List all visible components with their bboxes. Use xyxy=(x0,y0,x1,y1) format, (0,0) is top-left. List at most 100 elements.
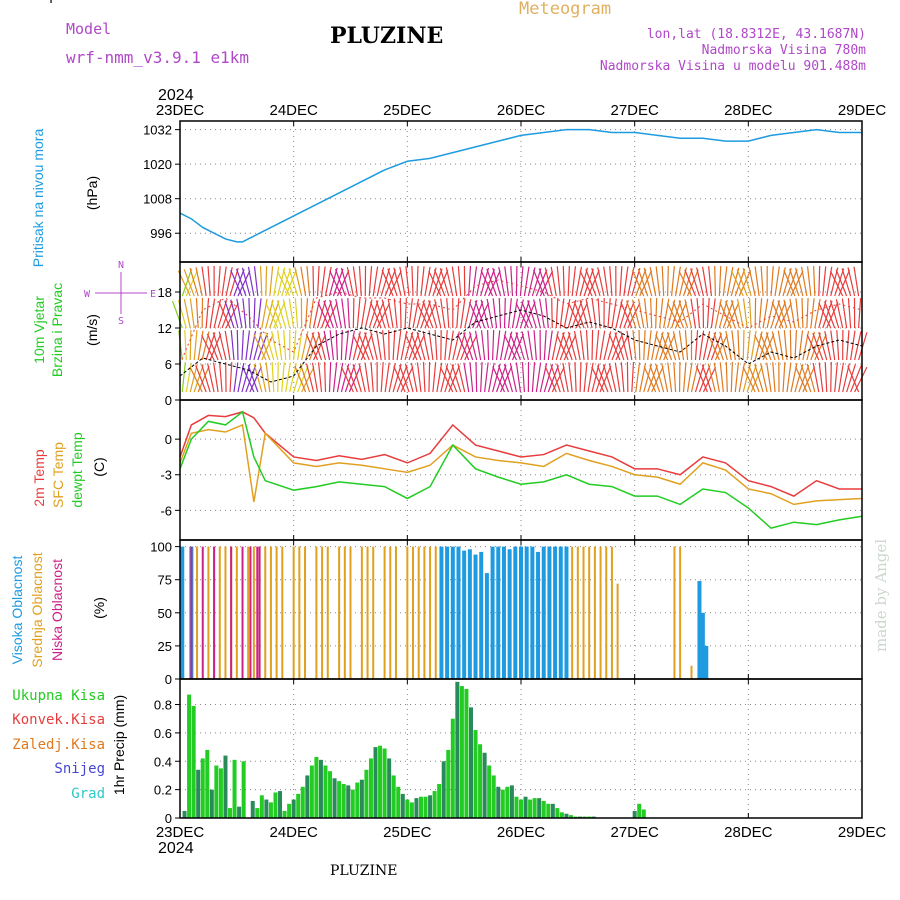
y-tick-label: 0.6 xyxy=(154,726,172,741)
wind-barb xyxy=(626,300,637,329)
wind-barb xyxy=(838,362,844,393)
wind-barb xyxy=(384,362,390,393)
wind-barb xyxy=(428,299,438,329)
wind-barb xyxy=(853,266,860,297)
wind-barb xyxy=(399,364,410,393)
wind-barb xyxy=(583,362,588,393)
precip-bar xyxy=(282,810,287,818)
wind-barb xyxy=(487,330,490,361)
wind-barb xyxy=(655,298,658,329)
temp-label-sfc-rot: SFC Temp xyxy=(50,442,66,508)
cloud-bar xyxy=(304,546,307,679)
precip-bar xyxy=(287,803,292,818)
precip-bar xyxy=(191,705,196,818)
wind-barb xyxy=(492,267,502,297)
wind-barb xyxy=(519,266,524,297)
wind-barb xyxy=(746,330,751,361)
wind-barb xyxy=(428,362,431,393)
wind-barb xyxy=(217,300,228,329)
cloud-bar xyxy=(462,550,467,679)
wind-barb xyxy=(486,268,498,297)
y-tick-label: 12 xyxy=(158,321,172,336)
wind-barb xyxy=(230,269,243,297)
wind-barb xyxy=(800,364,812,393)
wind-barb xyxy=(519,300,530,329)
wind-barb xyxy=(352,331,361,361)
wind-barb xyxy=(545,298,549,329)
x-tick-label-bottom: 29DEC xyxy=(838,824,887,841)
wind-barb xyxy=(381,269,394,297)
cloud-bar xyxy=(196,546,199,679)
x-tick-label-bottom: 28DEC xyxy=(724,824,773,841)
precip-bar xyxy=(532,798,537,818)
wind-barb xyxy=(789,268,800,297)
wind-barb xyxy=(786,269,798,297)
wind-barb xyxy=(559,298,565,329)
wind-barb xyxy=(503,334,517,361)
precip-label-total: Ukupna Kisa xyxy=(12,688,105,704)
wind-barb xyxy=(265,362,271,393)
wind-barb xyxy=(320,266,326,297)
cloud-bar xyxy=(190,546,193,679)
wind-barb xyxy=(830,330,836,361)
wind-barb xyxy=(344,364,356,393)
wind-barb xyxy=(841,268,852,297)
wind-barb xyxy=(422,362,426,393)
wind-barb xyxy=(230,299,239,329)
cloud-bar xyxy=(467,549,472,679)
cloud-bar xyxy=(429,546,432,679)
wind-barb xyxy=(607,298,611,329)
wind-barb xyxy=(480,330,486,361)
wind-barb xyxy=(219,362,223,393)
x-tick-label-bottom: 24DEC xyxy=(269,824,318,841)
wind-barb xyxy=(759,333,772,361)
wind-barb xyxy=(300,266,307,297)
wind-barb xyxy=(241,330,244,361)
wind-barb xyxy=(543,364,554,393)
precip-bar xyxy=(364,769,369,818)
wind-barb xyxy=(783,330,788,361)
wind-barb xyxy=(428,330,434,361)
precip-bar xyxy=(446,749,451,818)
wind-barb xyxy=(746,364,757,393)
wind-barb xyxy=(463,362,470,393)
precip-bar xyxy=(559,812,564,818)
wind-barb xyxy=(393,366,406,393)
wind-barb xyxy=(248,298,251,329)
cloud-bar xyxy=(605,546,608,679)
wind-barb xyxy=(777,330,784,361)
cloud-bar xyxy=(338,546,341,679)
precip-bar xyxy=(305,775,310,818)
wind-barb xyxy=(457,266,462,297)
wind-barb xyxy=(392,330,396,361)
wind-barb xyxy=(492,363,501,393)
precip-ylabel-unit: (mm) xyxy=(111,695,127,728)
wind-barb xyxy=(725,362,728,393)
wind-barb xyxy=(332,268,344,297)
wind-barb xyxy=(579,362,582,393)
wind-barb xyxy=(171,300,183,329)
wind-barb xyxy=(229,362,233,393)
wind-barb xyxy=(241,267,251,297)
wind-barb xyxy=(358,363,366,393)
wind-barb xyxy=(730,362,733,393)
wind-barb xyxy=(277,330,283,361)
cloud-bar xyxy=(218,546,221,679)
precip-bar xyxy=(550,803,555,818)
precip-bar xyxy=(182,810,187,818)
wind-barb xyxy=(224,300,235,329)
x-tick-label-bottom: 23DEC xyxy=(156,824,205,841)
wind-barb xyxy=(212,332,223,361)
wind-barb xyxy=(774,301,787,329)
precip-label-conv: Konvek.Kisa xyxy=(12,712,105,728)
wind-barb xyxy=(340,330,343,361)
cloud-bar xyxy=(456,546,461,679)
precip-bar xyxy=(337,781,342,818)
precip-bar xyxy=(382,748,387,818)
meteogram-title: Meteogram xyxy=(519,0,611,19)
wind-barb xyxy=(585,299,593,329)
wind-barb xyxy=(762,298,769,329)
precip-label-frz: Zaledj.Kisa xyxy=(12,737,105,753)
wind-barb xyxy=(288,268,299,297)
wind-barb xyxy=(772,362,776,393)
